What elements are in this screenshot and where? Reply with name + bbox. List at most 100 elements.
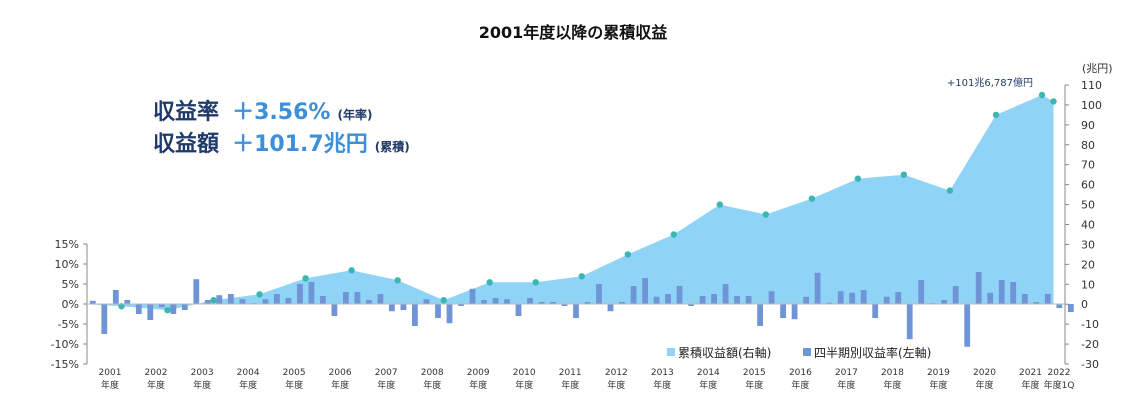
- cumulative-area: [87, 95, 1054, 311]
- quarterly-bar: [1021, 294, 1028, 304]
- x-axis-sub-label: 年度: [745, 379, 763, 391]
- quarterly-bar: [515, 304, 522, 316]
- quarterly-bar: [722, 284, 729, 304]
- x-axis-sub-label: 年度: [837, 379, 855, 391]
- x-axis-year-label: 2002: [145, 368, 168, 378]
- x-axis-year-label: 2007: [375, 368, 398, 378]
- kpi-block: 収益率 ＋3.56% (年率) 収益額 ＋101.7兆円 (累積): [153, 99, 410, 157]
- cumulative-marker: [900, 171, 908, 178]
- quarterly-bar: [918, 280, 925, 304]
- quarterly-bar: [757, 304, 763, 326]
- right-axis-tick-label: 0: [1081, 298, 1088, 311]
- quarterly-bar: [987, 292, 994, 304]
- quarterly-bar: [665, 294, 671, 304]
- x-axis-year-label: 2008: [421, 368, 444, 378]
- quarterly-bar: [895, 292, 902, 304]
- quarterly-bar: [377, 294, 384, 304]
- x-axis-year-label: 2016: [789, 368, 812, 378]
- cumulative-marker: [256, 291, 263, 298]
- cumulative-marker: [1038, 91, 1046, 99]
- x-axis-year-label: 2012: [605, 368, 628, 378]
- kpi-return-amount-note: (累積): [375, 139, 410, 154]
- quarterly-bar: [492, 298, 499, 304]
- quarterly-bar: [745, 296, 752, 304]
- x-axis-year-label: 2011: [559, 368, 582, 378]
- x-axis-year-label: 2018: [881, 368, 904, 378]
- cumulative-marker: [532, 279, 539, 286]
- quarterly-bar: [619, 302, 625, 304]
- x-axis-year-label: 2001: [99, 368, 122, 378]
- quarterly-bar: [435, 304, 441, 318]
- cumulative-marker: [624, 251, 631, 258]
- quarterly-bar: [826, 302, 833, 304]
- quarterly-bar: [389, 304, 395, 312]
- x-axis-year-label: 2019: [927, 368, 950, 378]
- quarterly-bar: [711, 294, 717, 304]
- cumulative-marker: [992, 111, 1000, 119]
- quarterly-bar: [550, 302, 556, 304]
- quarterly-bar: [1056, 304, 1063, 308]
- quarterly-bar: [860, 290, 867, 304]
- quarterly-bar: [1033, 302, 1040, 304]
- right-axis-tick-label: -10: [1081, 318, 1099, 331]
- quarterly-bar: [964, 304, 971, 347]
- quarterly-bar: [676, 286, 683, 304]
- quarterly-bar: [584, 302, 591, 304]
- x-axis-year-label: 2014: [697, 368, 720, 378]
- legend: 累積収益額(右軸) 四半期別収益率(左軸): [667, 345, 931, 360]
- x-axis-year-label: 2010: [513, 368, 536, 378]
- quarterly-bar: [630, 286, 637, 304]
- right-axis-tick-label: 90: [1081, 119, 1095, 132]
- quarterly-bar: [734, 296, 740, 304]
- x-axis-sub-label: 年度: [377, 379, 395, 391]
- x-axis-sub-label: 年度: [561, 379, 579, 391]
- chart-title: 2001年度以降の累積収益: [479, 23, 668, 42]
- quarterly-bar: [239, 299, 246, 304]
- left-axis-tick-label: -5%: [58, 318, 79, 331]
- quarterly-bar: [607, 304, 614, 312]
- quarterly-bar: [653, 296, 660, 304]
- cumulative-marker: [716, 201, 723, 208]
- quarterly-bar: [320, 296, 326, 304]
- right-axis-tick-label: 60: [1081, 179, 1095, 192]
- quarterly-bar: [308, 282, 315, 304]
- x-axis-year-label: 2013: [651, 368, 674, 378]
- kpi-return-amount-value: ＋101.7兆円: [232, 132, 368, 157]
- x-axis-sub-label: 年度: [791, 379, 809, 391]
- quarterly-bar: [504, 299, 510, 304]
- quarterly-bar: [262, 299, 269, 304]
- kpi-return-amount: 収益額 ＋101.7兆円 (累積): [153, 131, 410, 157]
- quarterly-bar: [147, 304, 154, 320]
- quarterly-bar: [573, 304, 579, 318]
- quarterly-bar: [469, 288, 476, 304]
- x-axis-sub-label: 年度: [423, 379, 441, 391]
- cumulative-marker: [808, 195, 816, 202]
- quarterly-bar: [941, 300, 948, 304]
- x-axis-year-label: 2009: [467, 368, 490, 378]
- quarterly-bar: [872, 304, 879, 318]
- quarterly-bar: [101, 304, 108, 334]
- quarterly-bar: [400, 304, 407, 310]
- left-axis-tick-label: 5%: [62, 278, 79, 291]
- x-axis-sub-label: 年度: [147, 379, 165, 391]
- legend-swatch-cumulative: [667, 348, 675, 356]
- quarterly-bar: [791, 304, 798, 320]
- quarterly-bar: [849, 292, 856, 304]
- plot-area: 1101009080706050403020100-10-20-3015%10%…: [51, 79, 1102, 391]
- left-axis-tick-label: 0%: [62, 298, 79, 311]
- quarterly-bar: [814, 272, 821, 304]
- quarterly-bar: [158, 304, 165, 308]
- quarterly-bar: [527, 298, 533, 304]
- cumulative-marker: [394, 277, 401, 284]
- right-axis-tick-label: 40: [1081, 219, 1095, 232]
- kpi-return-amount-label: 収益額: [153, 131, 219, 157]
- quarterly-bar: [561, 304, 568, 306]
- cumulative-marker: [164, 307, 171, 314]
- cumulative-marker: [854, 175, 862, 182]
- quarterly-bar: [952, 286, 959, 304]
- right-axis-tick-label: 100: [1081, 99, 1102, 112]
- quarterly-bar: [1044, 294, 1051, 304]
- x-axis-sub-label: 年度: [607, 379, 625, 391]
- x-axis-sub-label: 年度: [285, 379, 303, 391]
- cumulative-marker: [210, 297, 217, 304]
